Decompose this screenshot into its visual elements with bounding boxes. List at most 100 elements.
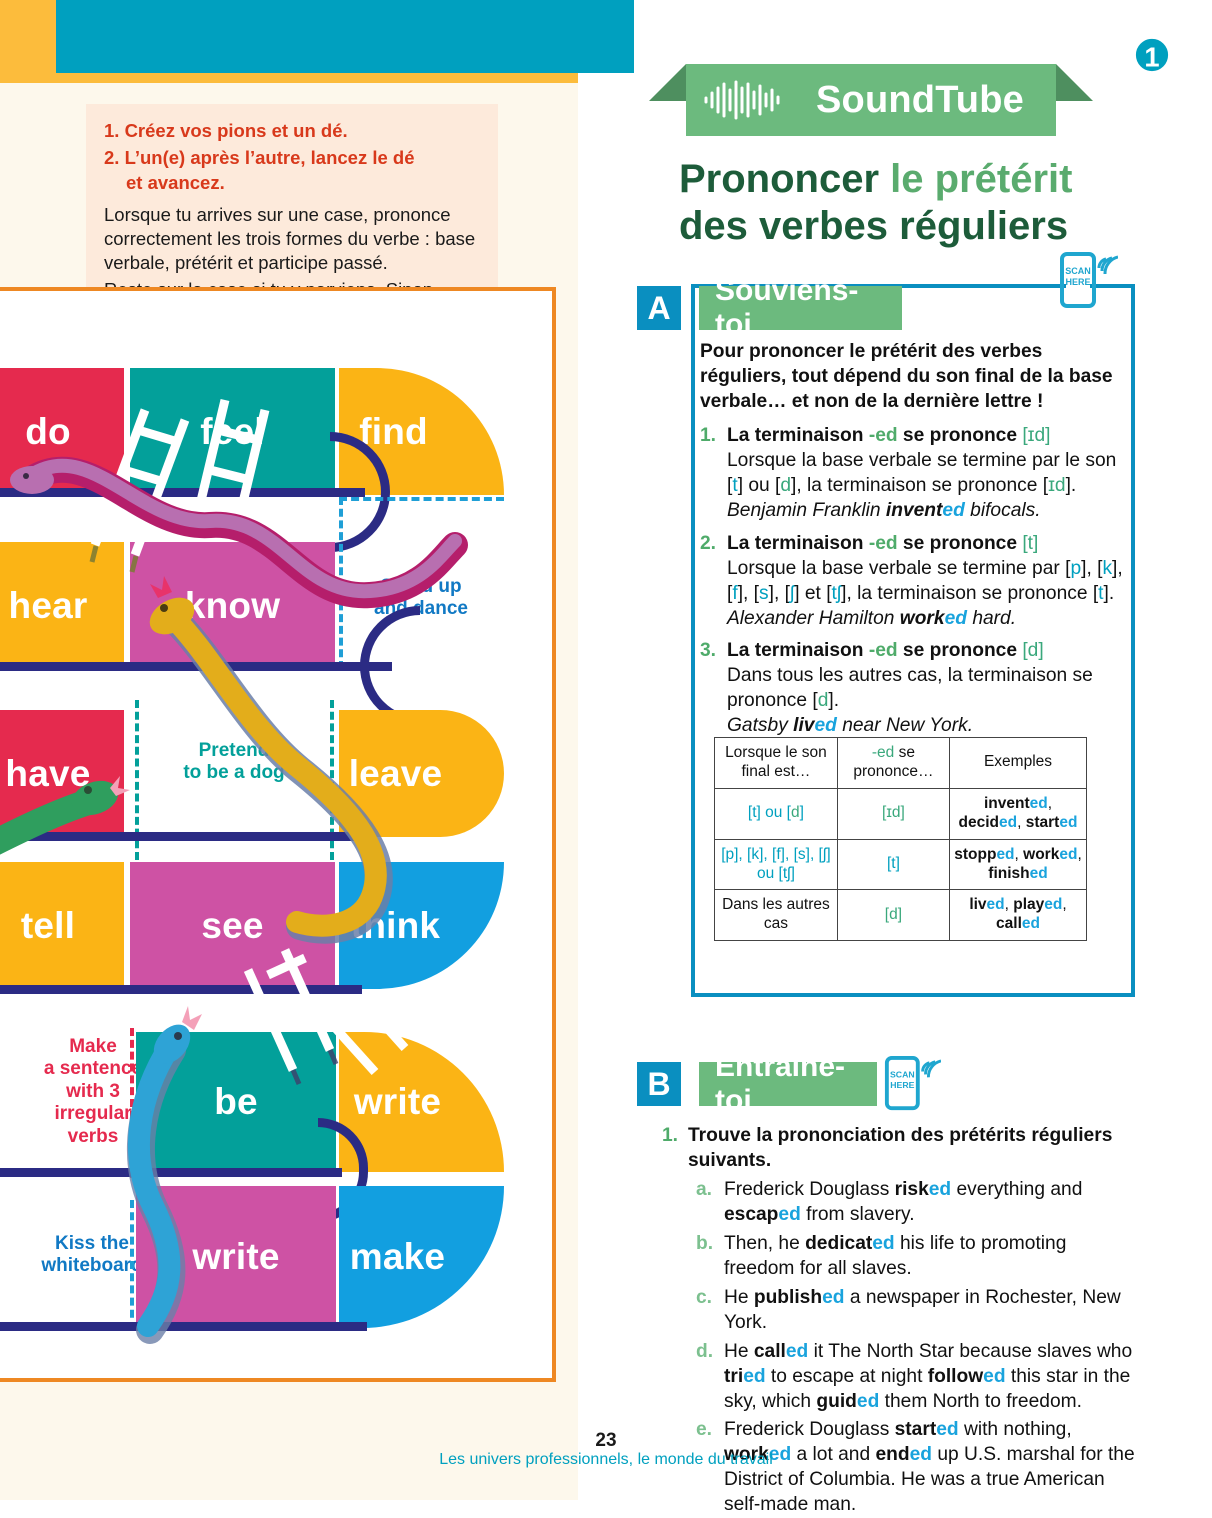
soundtube-banner: SoundTube xyxy=(686,64,1056,136)
scan-label-2: HERE xyxy=(1065,277,1090,287)
table-cell-condition: Dans les autres cas xyxy=(714,889,838,942)
board-cell-label: leave xyxy=(348,752,443,794)
board-cell-label: write xyxy=(192,1236,280,1277)
list-item-text: Then, he dedicated his life to promoting… xyxy=(724,1232,1067,1279)
table-cell-pronunciation: [t] xyxy=(836,838,951,891)
list-item-letter: e. xyxy=(696,1419,713,1441)
page-title-part2: le prétérit xyxy=(890,157,1073,201)
board-cell-do[interactable]: do xyxy=(0,368,124,495)
rule-head-post: se prononce xyxy=(897,532,1023,554)
banner-notch-left xyxy=(649,64,686,101)
board-track-line-5 xyxy=(0,1168,342,1177)
list-item-letter: d. xyxy=(696,1340,714,1362)
list-item-letter: c. xyxy=(696,1286,713,1308)
rule-head-ed: -ed xyxy=(868,532,898,554)
board-cell-label: find xyxy=(359,410,428,452)
board-track-line-1 xyxy=(0,488,365,497)
list-item-letter: b. xyxy=(696,1232,714,1254)
board-note-kiss: Kiss the whiteboard xyxy=(41,1233,143,1277)
table-cell-condition: [t] ou [d] xyxy=(714,787,838,840)
table-row: Dans les autres cas [d] lived, played, c… xyxy=(714,889,1087,942)
instruction-item-1: 1. Créez vos pions et un dé. xyxy=(104,120,348,141)
rule-head-ipa: [t] xyxy=(1022,532,1039,554)
rule-head-post: se prononce xyxy=(897,640,1023,662)
board-cell-label: see xyxy=(201,904,264,946)
board-cell-hear[interactable]: hear xyxy=(0,542,124,669)
rule-head-pre: La terminaison xyxy=(727,532,869,554)
board-track-line-6 xyxy=(0,1322,367,1331)
board-cell-write-bottom[interactable]: write xyxy=(136,1186,336,1328)
instruction-item-2-line2: et avancez. xyxy=(126,172,225,194)
list-item-text: He published a newspaper in Rochester, N… xyxy=(724,1286,1121,1333)
table-cell-pronunciation: [ɪd] xyxy=(836,787,951,840)
board-cell-have[interactable]: have xyxy=(0,710,124,837)
rule-head-ed: -ed xyxy=(868,424,898,446)
soundtube-title: SoundTube xyxy=(816,78,1024,121)
table-header-condition: Lorsque le son final est… xyxy=(714,737,838,789)
instruction-body-paragraph: Lorsque tu arrives sur une case, prononc… xyxy=(104,203,476,274)
board-divider-dashed-4 xyxy=(130,1028,134,1178)
chapter-number: 1 xyxy=(1144,42,1159,73)
rule-body: Dans tous les autres cas, la terminaison… xyxy=(727,665,1093,712)
board-track-line-3 xyxy=(0,832,370,841)
board-divider-dashed-1 xyxy=(339,497,343,669)
rule-head-ipa: [ɪd] xyxy=(1022,424,1051,446)
table-row: [p], [k], [f], [s], [ʃ] ou [tʃ] [t] stop… xyxy=(714,838,1087,891)
board-divider-dashed-5 xyxy=(130,1200,134,1330)
board-note-pretend: Pretend to be a dog xyxy=(183,740,285,784)
board-cell-label: be xyxy=(214,1081,258,1122)
board-track-line-4 xyxy=(0,985,362,994)
board-cell-label: hear xyxy=(8,584,88,626)
rule-example: Gatsby lived near New York. xyxy=(727,715,974,737)
rule-number: 1. xyxy=(700,424,717,446)
board-cell-label: have xyxy=(5,752,91,794)
table-cell-examples: invented, decided, started xyxy=(949,787,1087,840)
board-cell-label: think xyxy=(350,904,441,946)
board-cell-know[interactable]: know xyxy=(130,542,335,669)
exercise-question-1: 1. Trouve la prononciation des prétérits… xyxy=(662,1124,1140,1174)
rule-item-3: 3. La terminaison -ed se prononce [d] Da… xyxy=(700,639,1125,739)
rule-body: Lorsque la base verbale se termine par l… xyxy=(727,449,1117,496)
board-cell-label: feel xyxy=(200,410,265,452)
board-divider-dashed-top xyxy=(339,497,504,501)
list-item-text: He called it The North Star because slav… xyxy=(724,1340,1133,1412)
page-title-line2: des verbes réguliers xyxy=(679,203,1069,248)
section-b-exercise-list: 1. Trouve la prononciation des prétérits… xyxy=(662,1124,1140,1518)
scan-here-icon[interactable]: SCAN HERE xyxy=(883,1056,941,1116)
table-cell-pronunciation: [d] xyxy=(836,889,951,942)
board-divider-dashed-2 xyxy=(135,700,139,860)
list-item: c. He published a newspaper in Rochester… xyxy=(696,1286,1140,1336)
scan-here-icon[interactable]: SCAN HERE xyxy=(1058,252,1118,314)
rule-item-2: 2. La terminaison -ed se prononce [t] Lo… xyxy=(700,532,1125,632)
scan-label-1: SCAN xyxy=(1065,266,1091,276)
board-cell-tell[interactable]: tell xyxy=(0,862,124,989)
instruction-item-2: 2. L’un(e) après l’autre, lancez le dé e… xyxy=(104,145,480,196)
list-item: d. He called it The North Star because s… xyxy=(696,1340,1140,1415)
board-cell-label: tell xyxy=(20,904,76,946)
section-a-title: Souviens-toi xyxy=(699,274,902,341)
table-header-examples: Exemples xyxy=(949,737,1087,789)
sound-wave-icon xyxy=(704,80,780,120)
board-track-line-2 xyxy=(0,662,392,671)
rule-example: Alexander Hamilton worked hard. xyxy=(727,607,1017,629)
table-header-pronunciation: -ed se prononce… xyxy=(836,737,951,789)
scan-label-2: HERE xyxy=(890,1080,914,1090)
rule-number: 3. xyxy=(700,640,717,662)
page-title-part1: Prononcer xyxy=(679,157,891,201)
rule-head-post: se prononce xyxy=(897,424,1023,446)
rule-body: Lorsque la base verbale se termine par [… xyxy=(727,557,1123,604)
board-cell-see[interactable]: see xyxy=(130,862,335,989)
top-teal-band xyxy=(56,0,634,73)
board-cell-feel[interactable]: feel xyxy=(130,368,335,495)
board-note-stand-up: Stand up and dance xyxy=(374,576,468,620)
board-cell-be[interactable]: be xyxy=(136,1032,336,1172)
list-item: b. Then, he dedicated his life to promot… xyxy=(696,1232,1140,1282)
table-cell-examples: lived, played, called xyxy=(949,889,1087,942)
section-b-title: Entraîne-toi xyxy=(699,1050,877,1117)
board-note-make-sentence: Make a sentence with 3 irregular verbs xyxy=(43,1036,143,1147)
table-cell-condition: [p], [k], [f], [s], [ʃ] ou [tʃ] xyxy=(714,838,838,891)
footer-caption: Les univers professionnels, le monde du … xyxy=(439,1451,773,1468)
section-a-body: Pour prononcer le prétérit des verbes ré… xyxy=(700,340,1125,747)
board-cell-leave[interactable]: leave xyxy=(339,710,504,837)
rule-item-1: 1. La terminaison -ed se prononce [ɪd] L… xyxy=(700,424,1125,524)
